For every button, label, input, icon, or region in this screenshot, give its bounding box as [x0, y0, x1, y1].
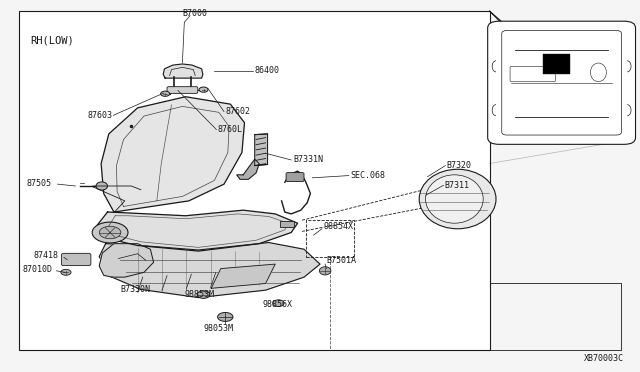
- Polygon shape: [211, 264, 275, 288]
- Polygon shape: [255, 134, 268, 166]
- Text: B7311: B7311: [445, 181, 470, 190]
- Text: B7000: B7000: [182, 9, 207, 17]
- Text: 98053M: 98053M: [204, 324, 234, 333]
- Ellipse shape: [96, 182, 108, 190]
- Bar: [280, 221, 294, 227]
- Polygon shape: [99, 243, 320, 298]
- Ellipse shape: [319, 267, 331, 275]
- FancyBboxPatch shape: [286, 173, 304, 182]
- Text: 87603: 87603: [87, 111, 112, 120]
- Circle shape: [197, 291, 210, 298]
- Polygon shape: [101, 97, 244, 212]
- Circle shape: [92, 222, 128, 243]
- Text: B7330N: B7330N: [120, 285, 150, 294]
- Circle shape: [61, 269, 71, 275]
- Circle shape: [273, 300, 284, 307]
- Text: 87010D: 87010D: [22, 265, 52, 274]
- Text: 98853M: 98853M: [184, 290, 214, 299]
- Text: 86400: 86400: [255, 66, 280, 75]
- Bar: [306, 220, 354, 257]
- Text: SEC.068: SEC.068: [351, 171, 386, 180]
- Polygon shape: [237, 159, 259, 179]
- Polygon shape: [163, 64, 203, 78]
- Text: XB70003C: XB70003C: [584, 354, 624, 363]
- Ellipse shape: [426, 175, 483, 223]
- Circle shape: [161, 91, 170, 96]
- Polygon shape: [99, 244, 154, 277]
- Ellipse shape: [591, 63, 607, 81]
- Bar: [19, 11, 490, 350]
- Text: 8760L: 8760L: [218, 125, 243, 134]
- FancyBboxPatch shape: [488, 21, 636, 144]
- Text: 87602: 87602: [225, 107, 250, 116]
- Text: 87418: 87418: [33, 251, 58, 260]
- Text: 98856X: 98856X: [262, 300, 292, 309]
- Text: RH(LOW): RH(LOW): [31, 35, 74, 45]
- Text: B7331N: B7331N: [293, 155, 323, 164]
- Circle shape: [199, 87, 208, 92]
- Text: 98854X: 98854X: [323, 222, 353, 231]
- Circle shape: [218, 312, 233, 321]
- Bar: [543, 54, 570, 74]
- FancyBboxPatch shape: [502, 31, 621, 135]
- Polygon shape: [97, 210, 298, 251]
- FancyBboxPatch shape: [167, 87, 198, 93]
- Text: B7320: B7320: [447, 161, 472, 170]
- Ellipse shape: [419, 169, 496, 229]
- FancyBboxPatch shape: [61, 253, 91, 266]
- FancyBboxPatch shape: [510, 66, 556, 82]
- Text: 87505: 87505: [27, 179, 52, 187]
- Text: B7501A: B7501A: [326, 256, 356, 265]
- Circle shape: [99, 226, 121, 239]
